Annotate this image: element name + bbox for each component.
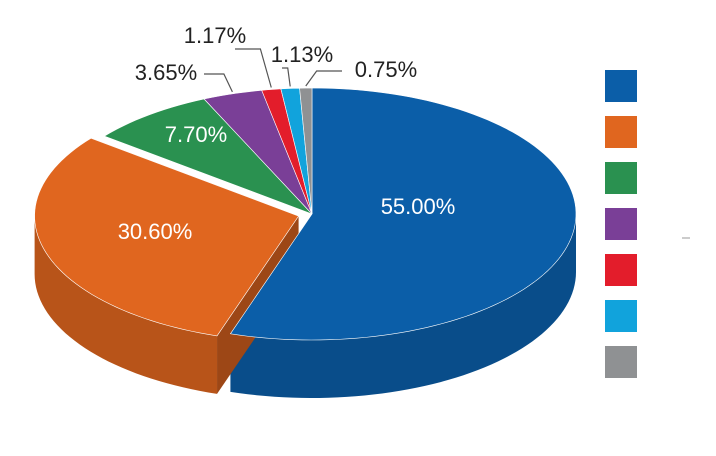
- legend-swatch: [605, 300, 637, 332]
- legend-swatch: [605, 346, 637, 378]
- value-label: 3.65%: [135, 60, 197, 85]
- value-label: 55.00%: [381, 194, 456, 219]
- slice-side: [34, 216, 218, 394]
- leader-line: [235, 48, 272, 88]
- leader-line: [305, 70, 342, 87]
- slice: [34, 137, 300, 337]
- slice: [203, 89, 313, 215]
- legend-swatch: [605, 208, 637, 240]
- slice: [229, 87, 577, 341]
- legend-swatch: [605, 254, 637, 286]
- legend-swatch: [605, 70, 637, 102]
- value-label: 0.75%: [355, 57, 417, 82]
- slice: [299, 87, 313, 215]
- value-label: 1.17%: [184, 23, 246, 48]
- value-label: 1.13%: [271, 42, 333, 67]
- slice-side: [230, 214, 577, 398]
- legend-swatch: [605, 162, 637, 194]
- value-label: 7.70%: [165, 122, 227, 147]
- value-label: 30.60%: [118, 219, 193, 244]
- slice: [103, 98, 313, 215]
- legend-swatch: [605, 116, 637, 148]
- leader-line: [204, 73, 233, 93]
- leader-line: [282, 67, 291, 87]
